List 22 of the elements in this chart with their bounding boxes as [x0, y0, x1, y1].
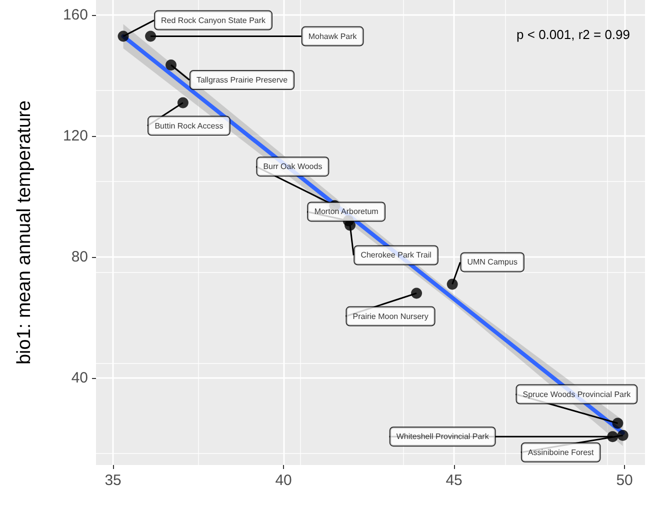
y-tick-label: 80 — [71, 248, 88, 266]
y-tick-label: 40 — [71, 369, 88, 386]
x-tick-label: 40 — [275, 472, 292, 489]
annotation: Prairie Moon Nursery — [352, 312, 428, 321]
annotation: Buttin Rock Access — [154, 121, 224, 130]
y-axis-title: bio1: mean annual temperature — [14, 100, 35, 365]
annotation: Spruce Woods Provincial Park — [522, 390, 632, 399]
annotation: Burr Oak Woods — [263, 162, 322, 172]
annotation: Whiteshell Provincial Park — [396, 432, 490, 442]
y-tick-label: 120 — [62, 128, 88, 145]
annotation: Morton Arboretum — [314, 207, 379, 216]
annotation: Mohawk Park — [308, 32, 358, 41]
x-tick-label: 50 — [616, 472, 633, 489]
y-tick-label: 160 — [62, 6, 88, 24]
annotation: UMN Campus — [467, 258, 518, 267]
annotation: Cherokee Park Trail — [360, 250, 432, 260]
annotation: Assiniboine Forest — [528, 448, 595, 457]
x-tick-label: 35 — [104, 472, 122, 489]
x-tick-label: 45 — [446, 472, 462, 489]
annotation: Tallgrass Prairie Preserve — [196, 76, 288, 85]
annotation: p < 0.001, r2 = 0.99 — [516, 27, 630, 42]
annotation: Red Rock Canyon State Park — [161, 16, 267, 25]
